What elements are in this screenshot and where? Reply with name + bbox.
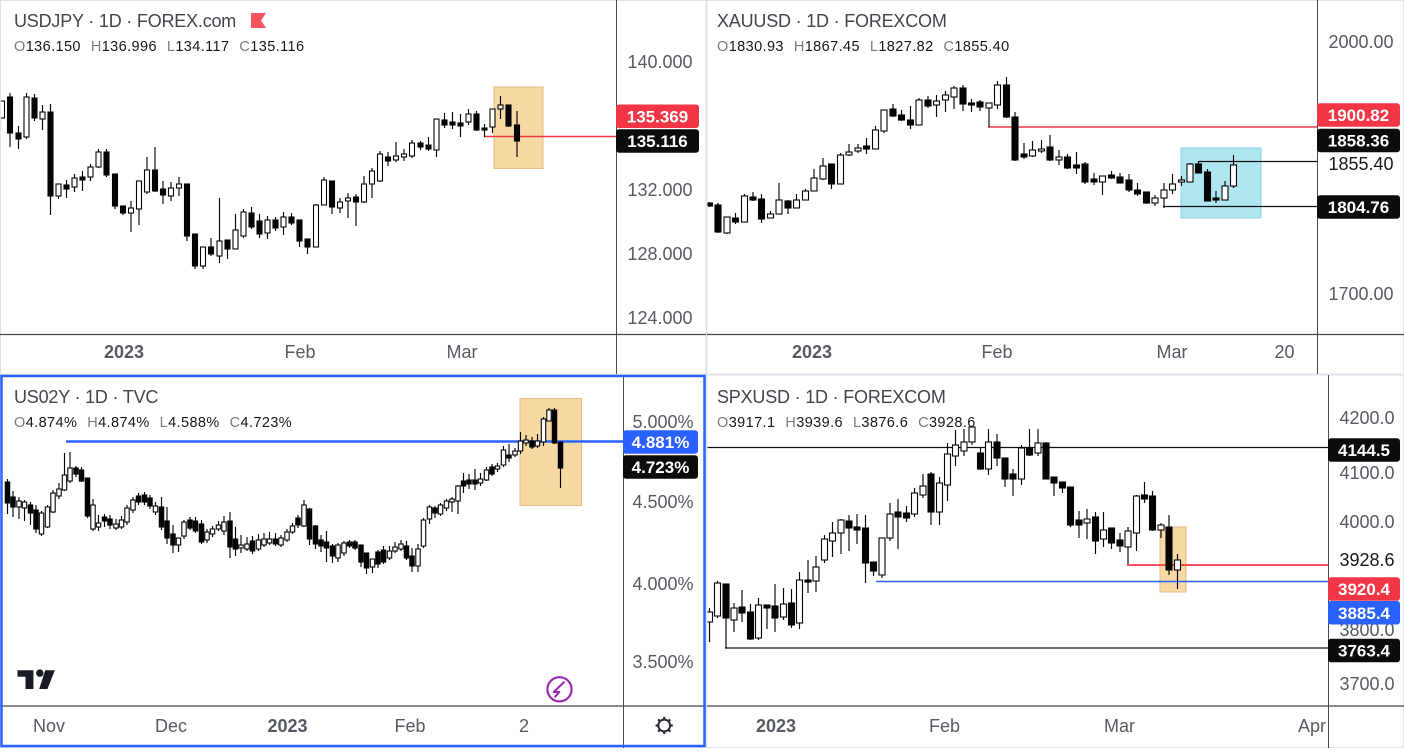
svg-text:USDJPY · 1D · FOREX.com: USDJPY · 1D · FOREX.com	[14, 11, 236, 31]
svg-text:3.500%: 3.500%	[632, 652, 693, 672]
svg-text:1700.00: 1700.00	[1328, 284, 1393, 304]
svg-text:2023: 2023	[756, 716, 796, 736]
svg-text:135.369: 135.369	[627, 107, 688, 126]
svg-text:3928.6: 3928.6	[1339, 550, 1394, 570]
svg-text:O3917.1 H3939.6 L3876.6 C3928.: O3917.1 H3939.6 L3876.6 C3928.6	[717, 415, 976, 431]
svg-text:4144.5: 4144.5	[1338, 441, 1390, 460]
svg-text:Apr: Apr	[1298, 716, 1326, 736]
svg-text:124.000: 124.000	[627, 308, 692, 328]
svg-text:5.000%: 5.000%	[632, 412, 693, 432]
svg-text:4.723%: 4.723%	[632, 458, 690, 477]
svg-text:20: 20	[1274, 342, 1294, 362]
svg-text:2000.00: 2000.00	[1328, 32, 1393, 52]
svg-text:Dec: Dec	[155, 716, 187, 736]
svg-text:1804.76: 1804.76	[1328, 198, 1389, 217]
svg-text:XAUUSD · 1D · FOREXCOM: XAUUSD · 1D · FOREXCOM	[717, 11, 947, 31]
svg-text:US02Y · 1D · TVC: US02Y · 1D · TVC	[14, 387, 158, 407]
svg-text:4.500%: 4.500%	[632, 492, 693, 512]
svg-text:4000.0: 4000.0	[1339, 512, 1394, 532]
svg-text:O4.874% H4.874% L4.588% C4.723: O4.874% H4.874% L4.588% C4.723%	[14, 415, 292, 431]
svg-text:2023: 2023	[267, 716, 307, 736]
svg-text:140.000: 140.000	[627, 52, 692, 72]
svg-text:3700.0: 3700.0	[1339, 674, 1394, 694]
svg-text:O1830.93 H1867.45 L1827.82 C18: O1830.93 H1867.45 L1827.82 C1855.40	[717, 39, 1010, 55]
svg-text:SPXUSD · 1D · FOREXCOM: SPXUSD · 1D · FOREXCOM	[717, 387, 946, 407]
svg-text:3763.4: 3763.4	[1338, 642, 1391, 661]
svg-text:3800.0: 3800.0	[1339, 620, 1394, 640]
svg-text:3920.4: 3920.4	[1338, 580, 1391, 599]
svg-text:1900.82: 1900.82	[1328, 106, 1389, 125]
svg-text:O136.150 H136.996 L134.117 C13: O136.150 H136.996 L134.117 C135.116	[14, 39, 304, 55]
svg-text:Mar: Mar	[1104, 716, 1135, 736]
svg-text:Nov: Nov	[33, 716, 65, 736]
svg-text:3885.4: 3885.4	[1338, 604, 1391, 623]
svg-text:Mar: Mar	[1157, 342, 1188, 362]
svg-text:Feb: Feb	[284, 342, 315, 362]
svg-text:Mar: Mar	[447, 342, 478, 362]
svg-text:4100.0: 4100.0	[1339, 463, 1394, 483]
svg-text:Feb: Feb	[929, 716, 960, 736]
svg-text:1858.36: 1858.36	[1328, 132, 1389, 151]
svg-text:1855.40: 1855.40	[1328, 154, 1393, 174]
svg-text:2: 2	[519, 716, 529, 736]
svg-text:132.000: 132.000	[627, 180, 692, 200]
svg-text:2023: 2023	[792, 342, 832, 362]
svg-text:4200.0: 4200.0	[1339, 408, 1394, 428]
svg-text:4.881%: 4.881%	[632, 433, 690, 452]
svg-text:Feb: Feb	[981, 342, 1012, 362]
svg-text:135.116: 135.116	[627, 132, 688, 151]
svg-text:128.000: 128.000	[627, 244, 692, 264]
svg-text:4.000%: 4.000%	[632, 574, 693, 594]
svg-text:Feb: Feb	[394, 716, 425, 736]
svg-text:2023: 2023	[104, 342, 144, 362]
